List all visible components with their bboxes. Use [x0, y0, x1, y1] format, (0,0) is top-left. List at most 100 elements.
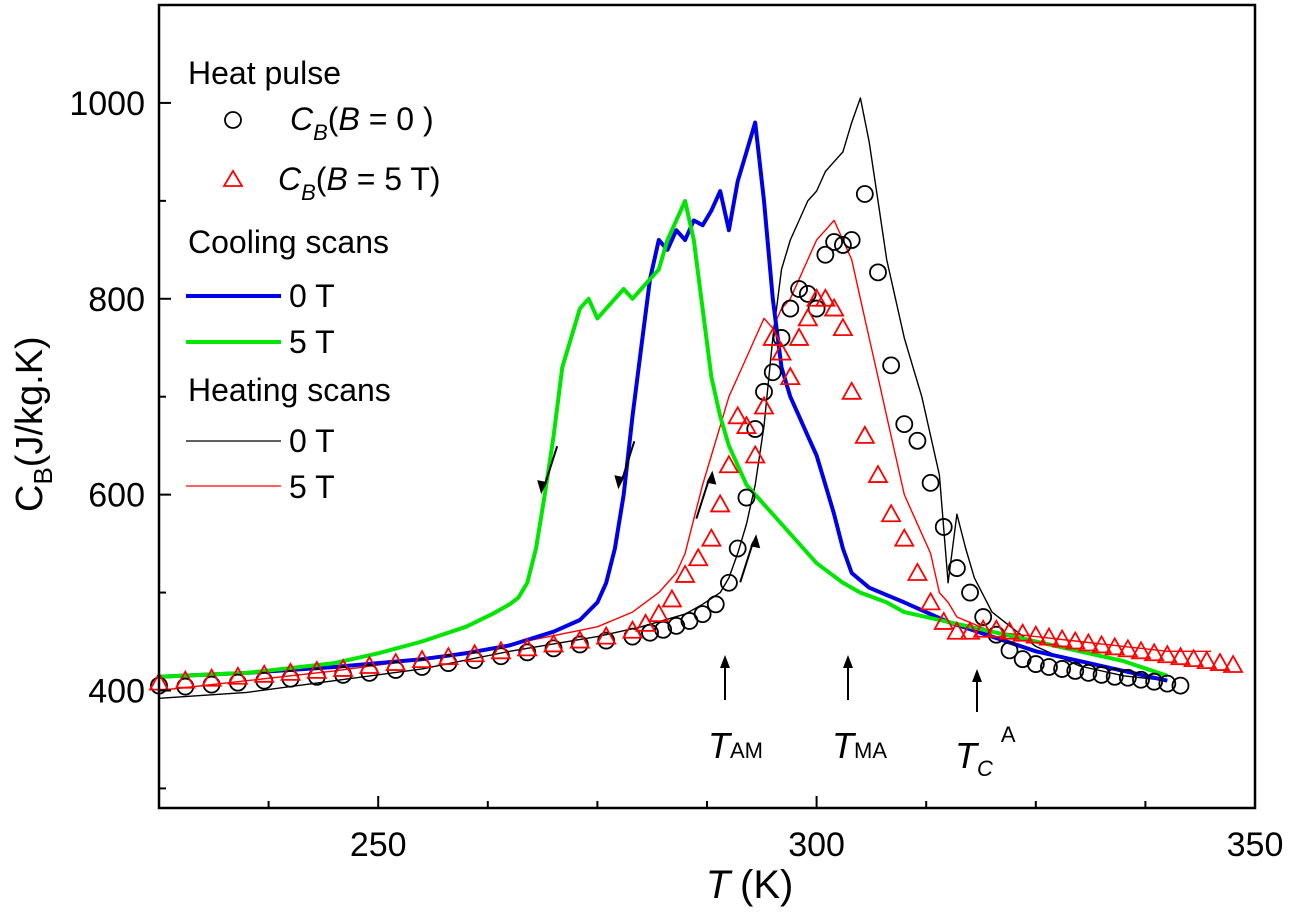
- series-line-heat_5: [158, 219, 1212, 692]
- data-point-triangle: [770, 341, 793, 361]
- data-point-circle: [807, 299, 826, 318]
- data-point-triangle: [1130, 640, 1152, 660]
- direction-arrow-head: [706, 470, 717, 485]
- data-point-triangle: [279, 662, 302, 681]
- annotation-tma-arrowhead: [843, 655, 853, 668]
- legend-heat-pulse-title: Heat pulse: [188, 55, 341, 91]
- x-axis-label: T: [706, 863, 733, 907]
- data-point-circle: [518, 643, 537, 662]
- data-point-circle: [737, 488, 756, 507]
- data-point-triangle: [1222, 654, 1244, 673]
- data-point-circle: [895, 415, 914, 434]
- data-point-triangle: [880, 503, 902, 523]
- data-point-triangle: [1012, 622, 1034, 642]
- x-axis-label-unit: (K): [740, 863, 793, 907]
- data-point-circle: [1132, 670, 1150, 689]
- data-point-triangle: [1183, 648, 1205, 668]
- data-point-circle: [908, 431, 927, 450]
- data-point-circle: [544, 639, 563, 658]
- y-tick-label: 1000: [69, 85, 145, 123]
- data-point-circle: [961, 583, 979, 602]
- data-point-triangle: [674, 564, 696, 583]
- data-point-circle: [834, 236, 852, 254]
- direction-arrow-shaft: [620, 440, 636, 482]
- data-point-circle: [798, 284, 817, 303]
- data-point-circle: [1171, 676, 1190, 695]
- annotation-tca-arrowhead: [972, 669, 982, 682]
- data-point-circle: [1053, 660, 1072, 678]
- data-point-triangle: [709, 493, 731, 513]
- data-point-circle: [947, 559, 966, 577]
- data-point-triangle: [1196, 650, 1218, 670]
- data-point-triangle: [867, 464, 889, 483]
- legend-cool0-label: 0 T: [289, 278, 335, 314]
- annotation-tca-label: TCA: [955, 722, 1016, 781]
- annotation-tca: TCA: [955, 669, 1016, 781]
- data-point-triangle: [411, 649, 433, 669]
- data-point-circle: [1079, 663, 1098, 682]
- data-point-circle: [1026, 655, 1045, 673]
- data-point-triangle: [788, 327, 810, 346]
- data-point-triangle: [635, 613, 657, 632]
- direction-arrow-shaft: [695, 478, 711, 519]
- data-point-triangle: [648, 603, 670, 623]
- data-point-triangle: [464, 643, 486, 663]
- x-tick-label: 300: [788, 826, 845, 864]
- data-point-triangle: [1025, 624, 1047, 644]
- data-point-triangle: [332, 658, 354, 677]
- data-point-triangle: [998, 620, 1021, 640]
- series-cool_0: [158, 120, 1168, 683]
- data-point-triangle: [906, 562, 928, 581]
- y-tick-label: 800: [88, 281, 145, 319]
- legend-circle-marker: [224, 111, 242, 129]
- data-point-circle: [772, 329, 791, 347]
- y-tick-label: 400: [88, 672, 145, 710]
- data-point-circle: [1145, 672, 1164, 691]
- direction-arrow-head: [750, 534, 761, 549]
- data-point-triangle: [1051, 628, 1073, 648]
- annotation-tam-label: TAM: [708, 725, 763, 766]
- data-point-triangle: [841, 380, 863, 400]
- data-point-triangle: [959, 620, 981, 640]
- direction-arrow-head: [537, 480, 548, 495]
- data-point-triangle: [358, 655, 380, 674]
- data-point-triangle: [174, 669, 196, 689]
- data-point-circle: [641, 623, 659, 642]
- data-point-triangle: [735, 415, 757, 434]
- data-point-triangle: [946, 620, 968, 640]
- data-point-circle: [720, 573, 738, 592]
- data-point-circle: [790, 280, 808, 298]
- data-point-triangle: [543, 633, 565, 653]
- data-point-triangle: [490, 640, 512, 660]
- data-point-triangle: [253, 663, 275, 683]
- annotation-tam-arrowhead: [720, 655, 730, 668]
- data-point-triangle: [306, 660, 328, 679]
- legend: Heat pulse CB(B = 0 ) CB(B = 5 T) Coolin…: [186, 55, 441, 505]
- data-point-triangle: [1117, 638, 1139, 658]
- data-point-triangle: [1077, 632, 1099, 652]
- data-point-circle: [693, 605, 712, 624]
- data-point-circle: [855, 185, 874, 203]
- direction-arrow-heat_0: [739, 534, 761, 583]
- axes-layer: 250 300 350 400 600 800 1000: [69, 3, 1283, 864]
- data-point-triangle: [569, 629, 591, 649]
- data-point-triangle: [687, 547, 709, 567]
- data-point-triangle: [700, 527, 722, 547]
- data-point-circle: [728, 539, 747, 558]
- data-point-triangle: [762, 327, 784, 346]
- direction-arrow-shaft: [739, 541, 754, 583]
- legend-triangle-marker: [222, 169, 244, 187]
- direction-arrow-cool_5: [537, 445, 559, 495]
- data-point-circle: [974, 608, 993, 626]
- data-point-triangle: [893, 527, 915, 547]
- data-point-triangle: [920, 591, 942, 611]
- data-point-triangle: [985, 618, 1007, 638]
- data-point-triangle: [797, 307, 819, 327]
- data-point-triangle: [516, 637, 538, 657]
- data-point-triangle: [661, 588, 683, 608]
- data-point-triangle: [1038, 626, 1060, 646]
- legend-hp-b5-label: CB(B = 5 T): [278, 161, 441, 205]
- data-point-triangle: [1156, 644, 1178, 664]
- data-point-triangle: [823, 297, 845, 317]
